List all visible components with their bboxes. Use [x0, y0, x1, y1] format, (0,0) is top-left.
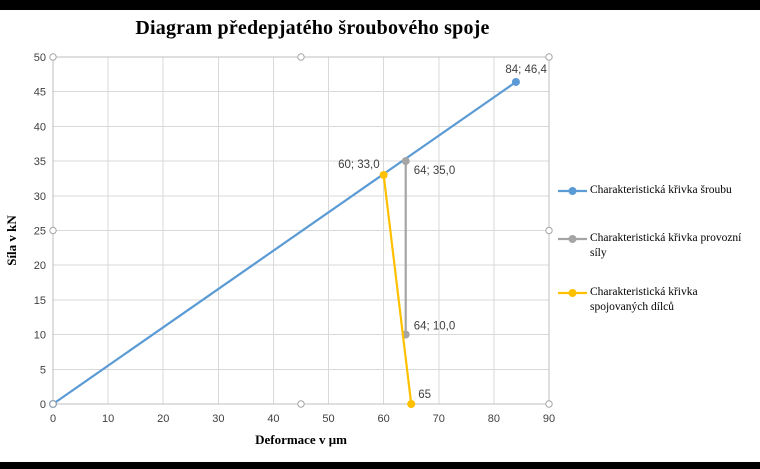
selection-handle[interactable]: [49, 400, 57, 408]
selection-handle[interactable]: [297, 400, 305, 408]
legend-item-1[interactable]: Charakteristická křivka šroubu: [556, 183, 756, 198]
y-axis-title[interactable]: Síla v kN: [4, 215, 19, 266]
chart-title[interactable]: Diagram předepjatého šroubového spoje: [135, 17, 490, 39]
y-tick-label[interactable]: 45: [34, 87, 46, 99]
series-line[interactable]: [382, 173, 413, 406]
legend-item-3[interactable]: Charakteristická křivka spojovaných dílc…: [556, 285, 756, 315]
legend-label: Charakteristická křivka spojovaných dílc…: [590, 286, 698, 313]
data-label[interactable]: 65: [418, 389, 431, 401]
y-tick-label[interactable]: 35: [34, 156, 46, 168]
x-axis-title[interactable]: Deformace v μm: [255, 432, 347, 447]
selection-handle[interactable]: [49, 53, 57, 61]
y-tick-label[interactable]: 0: [40, 399, 46, 411]
x-tick-label[interactable]: 30: [212, 413, 224, 425]
data-label[interactable]: 64; 35,0: [414, 165, 456, 177]
x-axis-tick-labels[interactable]: 0 10 20 30 40 50 60 70 80 90: [50, 413, 555, 425]
data-point-marker[interactable]: [407, 400, 416, 408]
y-tick-label[interactable]: 50: [34, 52, 46, 64]
legend-series-marker-icon: [558, 235, 587, 243]
selection-handle[interactable]: [545, 400, 553, 408]
legend-series-marker-icon: [558, 289, 587, 297]
y-tick-label[interactable]: 5: [40, 364, 46, 376]
y-tick-label[interactable]: 30: [34, 191, 46, 203]
y-tick-label[interactable]: 10: [34, 330, 46, 342]
screenshot-border-top: [0, 0, 760, 10]
legend-item-2[interactable]: Charakteristická křivka provozní síly: [556, 231, 756, 261]
x-tick-label[interactable]: 50: [322, 413, 334, 425]
data-point-marker[interactable]: [511, 77, 520, 86]
chart-legend[interactable]: Charakteristická křivka šroubu Charakteri…: [556, 0, 756, 469]
y-tick-label[interactable]: 40: [34, 121, 46, 133]
screenshot-border-bottom: [0, 462, 760, 469]
legend-label: Charakteristická křivka šroubu: [590, 184, 732, 196]
x-tick-label[interactable]: 0: [50, 413, 56, 425]
data-label[interactable]: 64; 10,0: [414, 321, 456, 333]
x-tick-label[interactable]: 60: [378, 413, 390, 425]
series-2[interactable]: 64; 35,0 64; 10,0: [401, 157, 456, 339]
x-tick-label[interactable]: 90: [543, 413, 555, 425]
x-tick-label[interactable]: 20: [157, 413, 169, 425]
plot-selection-handles[interactable]: [49, 53, 553, 408]
selection-handle[interactable]: [297, 53, 305, 61]
y-axis-tick-labels[interactable]: 0 5 10 15 20 25 30 35 40 45 50: [34, 52, 46, 411]
data-point-marker[interactable]: [379, 170, 388, 179]
series-1[interactable]: 84; 46,4: [49, 64, 548, 408]
x-tick-label[interactable]: 40: [267, 413, 279, 425]
series-line[interactable]: [51, 80, 518, 406]
data-label[interactable]: 60; 33,0: [338, 159, 380, 171]
x-tick-label[interactable]: 80: [488, 413, 500, 425]
y-tick-label[interactable]: 25: [34, 226, 46, 238]
series-3[interactable]: 60; 33,0 65: [338, 159, 431, 408]
y-tick-label[interactable]: 20: [34, 260, 46, 272]
x-tick-label[interactable]: 70: [433, 413, 445, 425]
selection-handle[interactable]: [49, 226, 57, 235]
selection-handle[interactable]: [545, 53, 553, 61]
data-label[interactable]: 84; 46,4: [505, 64, 547, 76]
selection-handle[interactable]: [545, 226, 553, 235]
legend-series-marker-icon: [558, 187, 587, 195]
y-tick-label[interactable]: 15: [34, 295, 46, 307]
x-tick-label[interactable]: 10: [102, 413, 114, 425]
legend-label: Charakteristická křivka provozní síly: [590, 232, 742, 259]
data-point-marker[interactable]: [401, 157, 410, 166]
